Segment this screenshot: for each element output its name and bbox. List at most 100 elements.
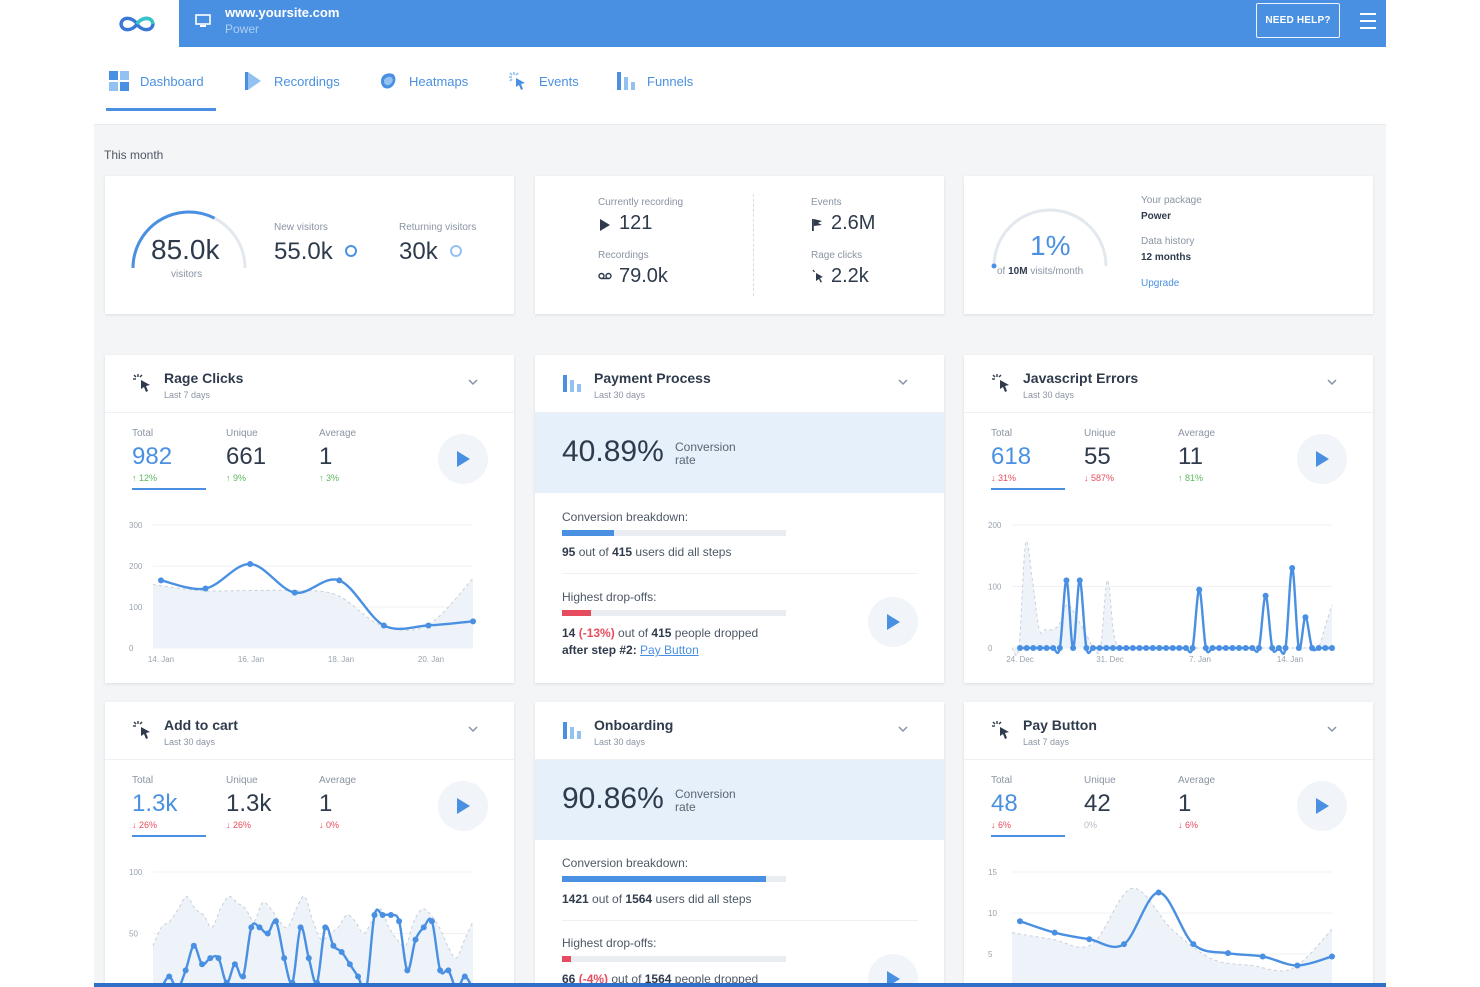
stat-total-value: 48: [991, 790, 1018, 817]
data-point: [437, 967, 444, 974]
data-point: [1116, 645, 1123, 651]
breakdown-bar: [562, 530, 786, 536]
javascript-errors-chart: 0 100 200 24. Dec 31. Dec 7. Jan 14. Jan: [988, 521, 1335, 664]
widget-header: Javascript Errors Last 30 days: [964, 355, 1373, 413]
data-point: [322, 924, 329, 931]
chevron-down-icon[interactable]: [898, 377, 908, 387]
chevron-down-icon[interactable]: [1327, 724, 1337, 734]
visitors-gauge: [131, 210, 247, 269]
logo[interactable]: [94, 0, 179, 47]
play-button[interactable]: [868, 954, 918, 987]
play-button[interactable]: [868, 597, 918, 647]
y-tick-label: 50: [129, 930, 138, 939]
play-button[interactable]: [1297, 434, 1347, 484]
tab-dashboard[interactable]: Dashboard: [108, 69, 204, 93]
need-help-button[interactable]: NEED HELP?: [1256, 3, 1340, 38]
dropoff-label: Highest drop-offs:: [562, 936, 657, 950]
stat-unique-label: Unique: [1084, 428, 1116, 439]
stat-underline: [991, 835, 1065, 837]
dropoff-text: 66 (-4%) out of 1564 people dropped: [562, 972, 759, 986]
data-point: [1255, 645, 1262, 651]
series-line-comparison: [1011, 887, 1333, 972]
y-tick-label: 15: [988, 868, 997, 877]
series-area: [153, 578, 473, 648]
widget-subtitle: Last 30 days: [594, 737, 646, 747]
data-point: [1275, 645, 1282, 651]
chevron-down-icon[interactable]: [468, 724, 478, 734]
data-point: [330, 942, 337, 949]
play-button[interactable]: [1297, 781, 1347, 831]
hamburger-menu-icon[interactable]: [1360, 13, 1376, 29]
series-line-comparison: [152, 895, 474, 959]
data-point: [380, 622, 387, 629]
data-point: [1242, 645, 1249, 651]
series-line: [1020, 566, 1332, 656]
data-point: [166, 973, 173, 980]
widget-subtitle: Last 30 days: [594, 390, 646, 400]
stat-average-label: Average: [1178, 428, 1216, 439]
data-point: [1294, 962, 1301, 969]
tab-events[interactable]: Events: [507, 69, 579, 93]
funnel-chart-icon: [563, 722, 581, 739]
stat-unique-delta: ↓ 587%: [1084, 473, 1115, 483]
widget-title: Javascript Errors: [1023, 370, 1139, 386]
data-point: [158, 577, 164, 584]
events-label: Events: [811, 197, 842, 208]
tab-heatmaps[interactable]: Heatmaps: [377, 69, 468, 93]
x-tick-label: 14. Jan: [148, 655, 174, 664]
section-label: This month: [104, 148, 164, 162]
pay-button-link[interactable]: Pay Button: [640, 643, 699, 657]
data-point: [1309, 645, 1316, 651]
site-url[interactable]: www.yoursite.com: [225, 5, 340, 20]
pay-button-chart: 5 10 15: [988, 868, 1335, 987]
stat-total-value: 1.3k: [132, 790, 178, 817]
data-point: [1176, 645, 1183, 651]
chevron-down-icon[interactable]: [1327, 377, 1337, 387]
stat-unique-label: Unique: [226, 775, 258, 786]
stat-total-value: 982: [132, 443, 173, 470]
stat-total-label: Total: [132, 428, 154, 439]
data-point: [1023, 645, 1030, 651]
data-point: [1289, 565, 1296, 572]
chevron-down-icon[interactable]: [468, 377, 478, 387]
stat-total-delta: ↓ 31%: [991, 473, 1017, 483]
data-point: [291, 589, 298, 596]
infinity-logo-icon: [118, 16, 155, 31]
play-button[interactable]: [438, 781, 488, 831]
data-point: [1269, 645, 1276, 651]
stat-total-delta: ↑ 12%: [132, 473, 158, 483]
conversion-label: Conversion rate: [675, 787, 736, 814]
data-point: [272, 918, 279, 925]
data-point: [1216, 645, 1223, 651]
rage-click-icon: [133, 374, 150, 392]
play-button[interactable]: [438, 434, 488, 484]
recordings-label: Recordings: [598, 250, 649, 261]
data-point: [1109, 645, 1116, 651]
dropoff-label: Highest drop-offs:: [562, 590, 657, 604]
tab-funnels[interactable]: Funnels: [615, 69, 693, 93]
add-to-cart-chart: 50 100: [129, 868, 476, 987]
monitor-icon: [195, 14, 211, 27]
data-point: [1163, 645, 1170, 651]
data-point: [1209, 645, 1216, 651]
stat-average-label: Average: [319, 428, 357, 439]
stat-total-delta: ↓ 26%: [132, 820, 158, 830]
dropoff-step: after step #2: Pay Button: [562, 643, 699, 657]
data-point: [1129, 645, 1136, 651]
chevron-down-icon[interactable]: [898, 724, 908, 734]
recordings-value: 79.0k: [619, 265, 668, 287]
package-value: Power: [1141, 211, 1172, 222]
data-point: [1189, 645, 1196, 651]
upgrade-link[interactable]: Upgrade: [1141, 278, 1180, 289]
history-value: 12 months: [1141, 252, 1192, 263]
package-label: Your package: [1141, 195, 1202, 206]
data-point: [1017, 645, 1023, 651]
data-point: [371, 912, 378, 919]
stat-average-delta: ↑ 3%: [319, 473, 340, 483]
data-point: [199, 961, 206, 968]
events-value: 2.6M: [831, 212, 876, 234]
data-point: [1149, 645, 1156, 651]
data-point: [247, 560, 254, 567]
site-bar: www.yoursite.com Power NEED HELP?: [179, 0, 1386, 47]
tab-recordings[interactable]: Recordings: [242, 69, 340, 93]
